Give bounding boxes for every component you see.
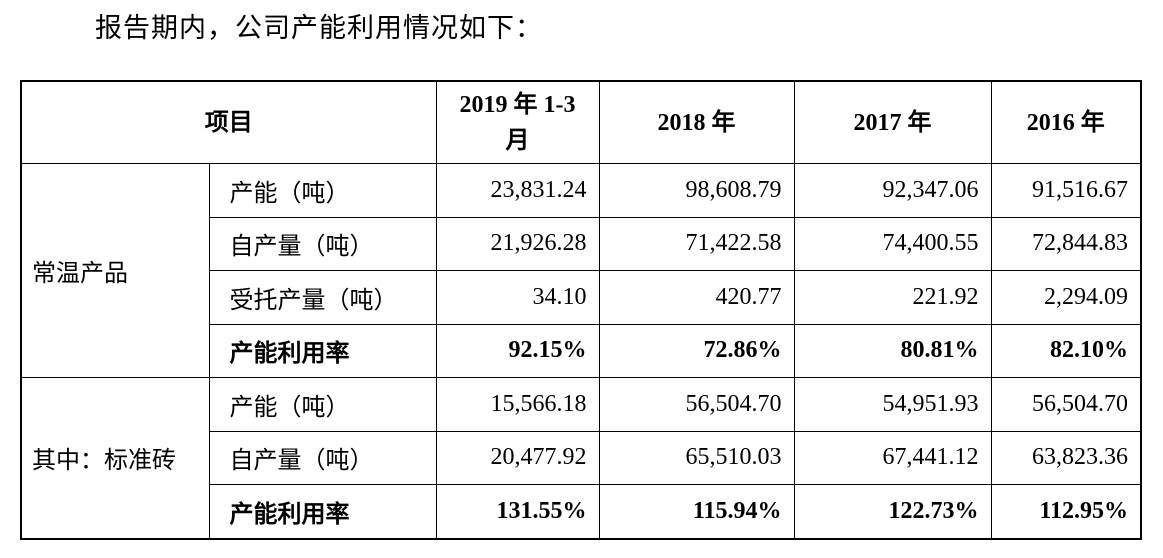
value-cell: 112.95% <box>990 484 1142 539</box>
value-cell: 63,823.36 <box>990 430 1142 485</box>
row-label: 自产量（吨） <box>208 430 437 485</box>
value-cell: 82.10% <box>990 323 1142 378</box>
value-cell: 21,926.28 <box>435 216 600 271</box>
value-cell: 131.55% <box>435 484 600 539</box>
data-row: 受托产量（吨） 34.10 420.77 221.92 2,294.09 <box>21 270 1142 325</box>
header-row: 项目 2019 年 1-3 月 2018 年 2017 年 2016 年 <box>20 80 1142 164</box>
value-cell: 56,504.70 <box>598 377 795 432</box>
value-cell: 92.15% <box>435 323 600 378</box>
header-cell: 2016 年 <box>990 80 1142 164</box>
value-cell: 54,951.93 <box>793 377 992 432</box>
value-cell: 20,477.92 <box>435 430 600 485</box>
value-cell: 80.81% <box>793 323 992 378</box>
capacity-table: 项目 2019 年 1-3 月 2018 年 2017 年 2016 年常温产品 产能（吨… <box>20 80 1142 540</box>
row-label: 产能利用率 <box>208 323 437 378</box>
value-cell: 98,608.79 <box>598 163 795 218</box>
header-cell: 2018 年 <box>598 80 795 164</box>
value-cell: 115.94% <box>598 484 795 539</box>
row-label: 产能（吨） <box>208 377 437 432</box>
group-label: 常温产品 <box>20 163 210 378</box>
value-cell: 72.86% <box>598 323 795 378</box>
value-cell: 34.10 <box>435 270 600 325</box>
header-cell: 项目 <box>20 80 437 164</box>
value-cell: 56,504.70 <box>990 377 1142 432</box>
value-cell: 72,844.83 <box>990 216 1142 271</box>
data-row: 其中：标准砖 产能（吨） 15,566.18 56,504.70 54,951.93 56… <box>20 377 1142 539</box>
value-cell: 221.92 <box>793 270 992 325</box>
header-cell: 2017 年 <box>793 80 992 164</box>
value-cell: 65,510.03 <box>598 430 795 485</box>
row-label: 受托产量（吨） <box>208 270 437 325</box>
header-cell: 2019 年 1-3 月 <box>435 80 600 164</box>
value-cell: 15,566.18 <box>435 377 600 432</box>
data-row: 产能利用率 131.55% 115.94% 122.73% 112.95% <box>21 484 1142 539</box>
table-body: 项目 2019 年 1-3 月 2018 年 2017 年 2016 年常温产品 产能（吨… <box>20 80 1142 539</box>
value-cell: 74,400.55 <box>793 216 992 271</box>
row-label: 自产量（吨） <box>208 216 437 271</box>
value-cell: 420.77 <box>598 270 795 325</box>
group-label: 其中：标准砖 <box>20 377 210 539</box>
value-cell: 92,347.06 <box>793 163 992 218</box>
value-cell: 91,516.67 <box>990 163 1142 218</box>
data-row: 产能利用率 92.15% 72.86% 80.81% 82.10% <box>21 323 1142 378</box>
value-cell: 67,441.12 <box>793 430 992 485</box>
data-row: 自产量（吨） 20,477.92 65,510.03 67,441.12 63,823.… <box>21 430 1142 485</box>
row-label: 产能利用率 <box>208 484 437 539</box>
data-row: 常温产品 产能（吨） 23,831.24 98,608.79 92,347.06 91,5… <box>20 163 1142 378</box>
intro-text: 报告期内，公司产能利用情况如下： <box>95 13 543 43</box>
value-cell: 2,294.09 <box>990 270 1142 325</box>
value-cell: 122.73% <box>793 484 992 539</box>
row-label: 产能（吨） <box>208 163 437 218</box>
value-cell: 71,422.58 <box>598 216 795 271</box>
value-cell: 23,831.24 <box>435 163 600 218</box>
